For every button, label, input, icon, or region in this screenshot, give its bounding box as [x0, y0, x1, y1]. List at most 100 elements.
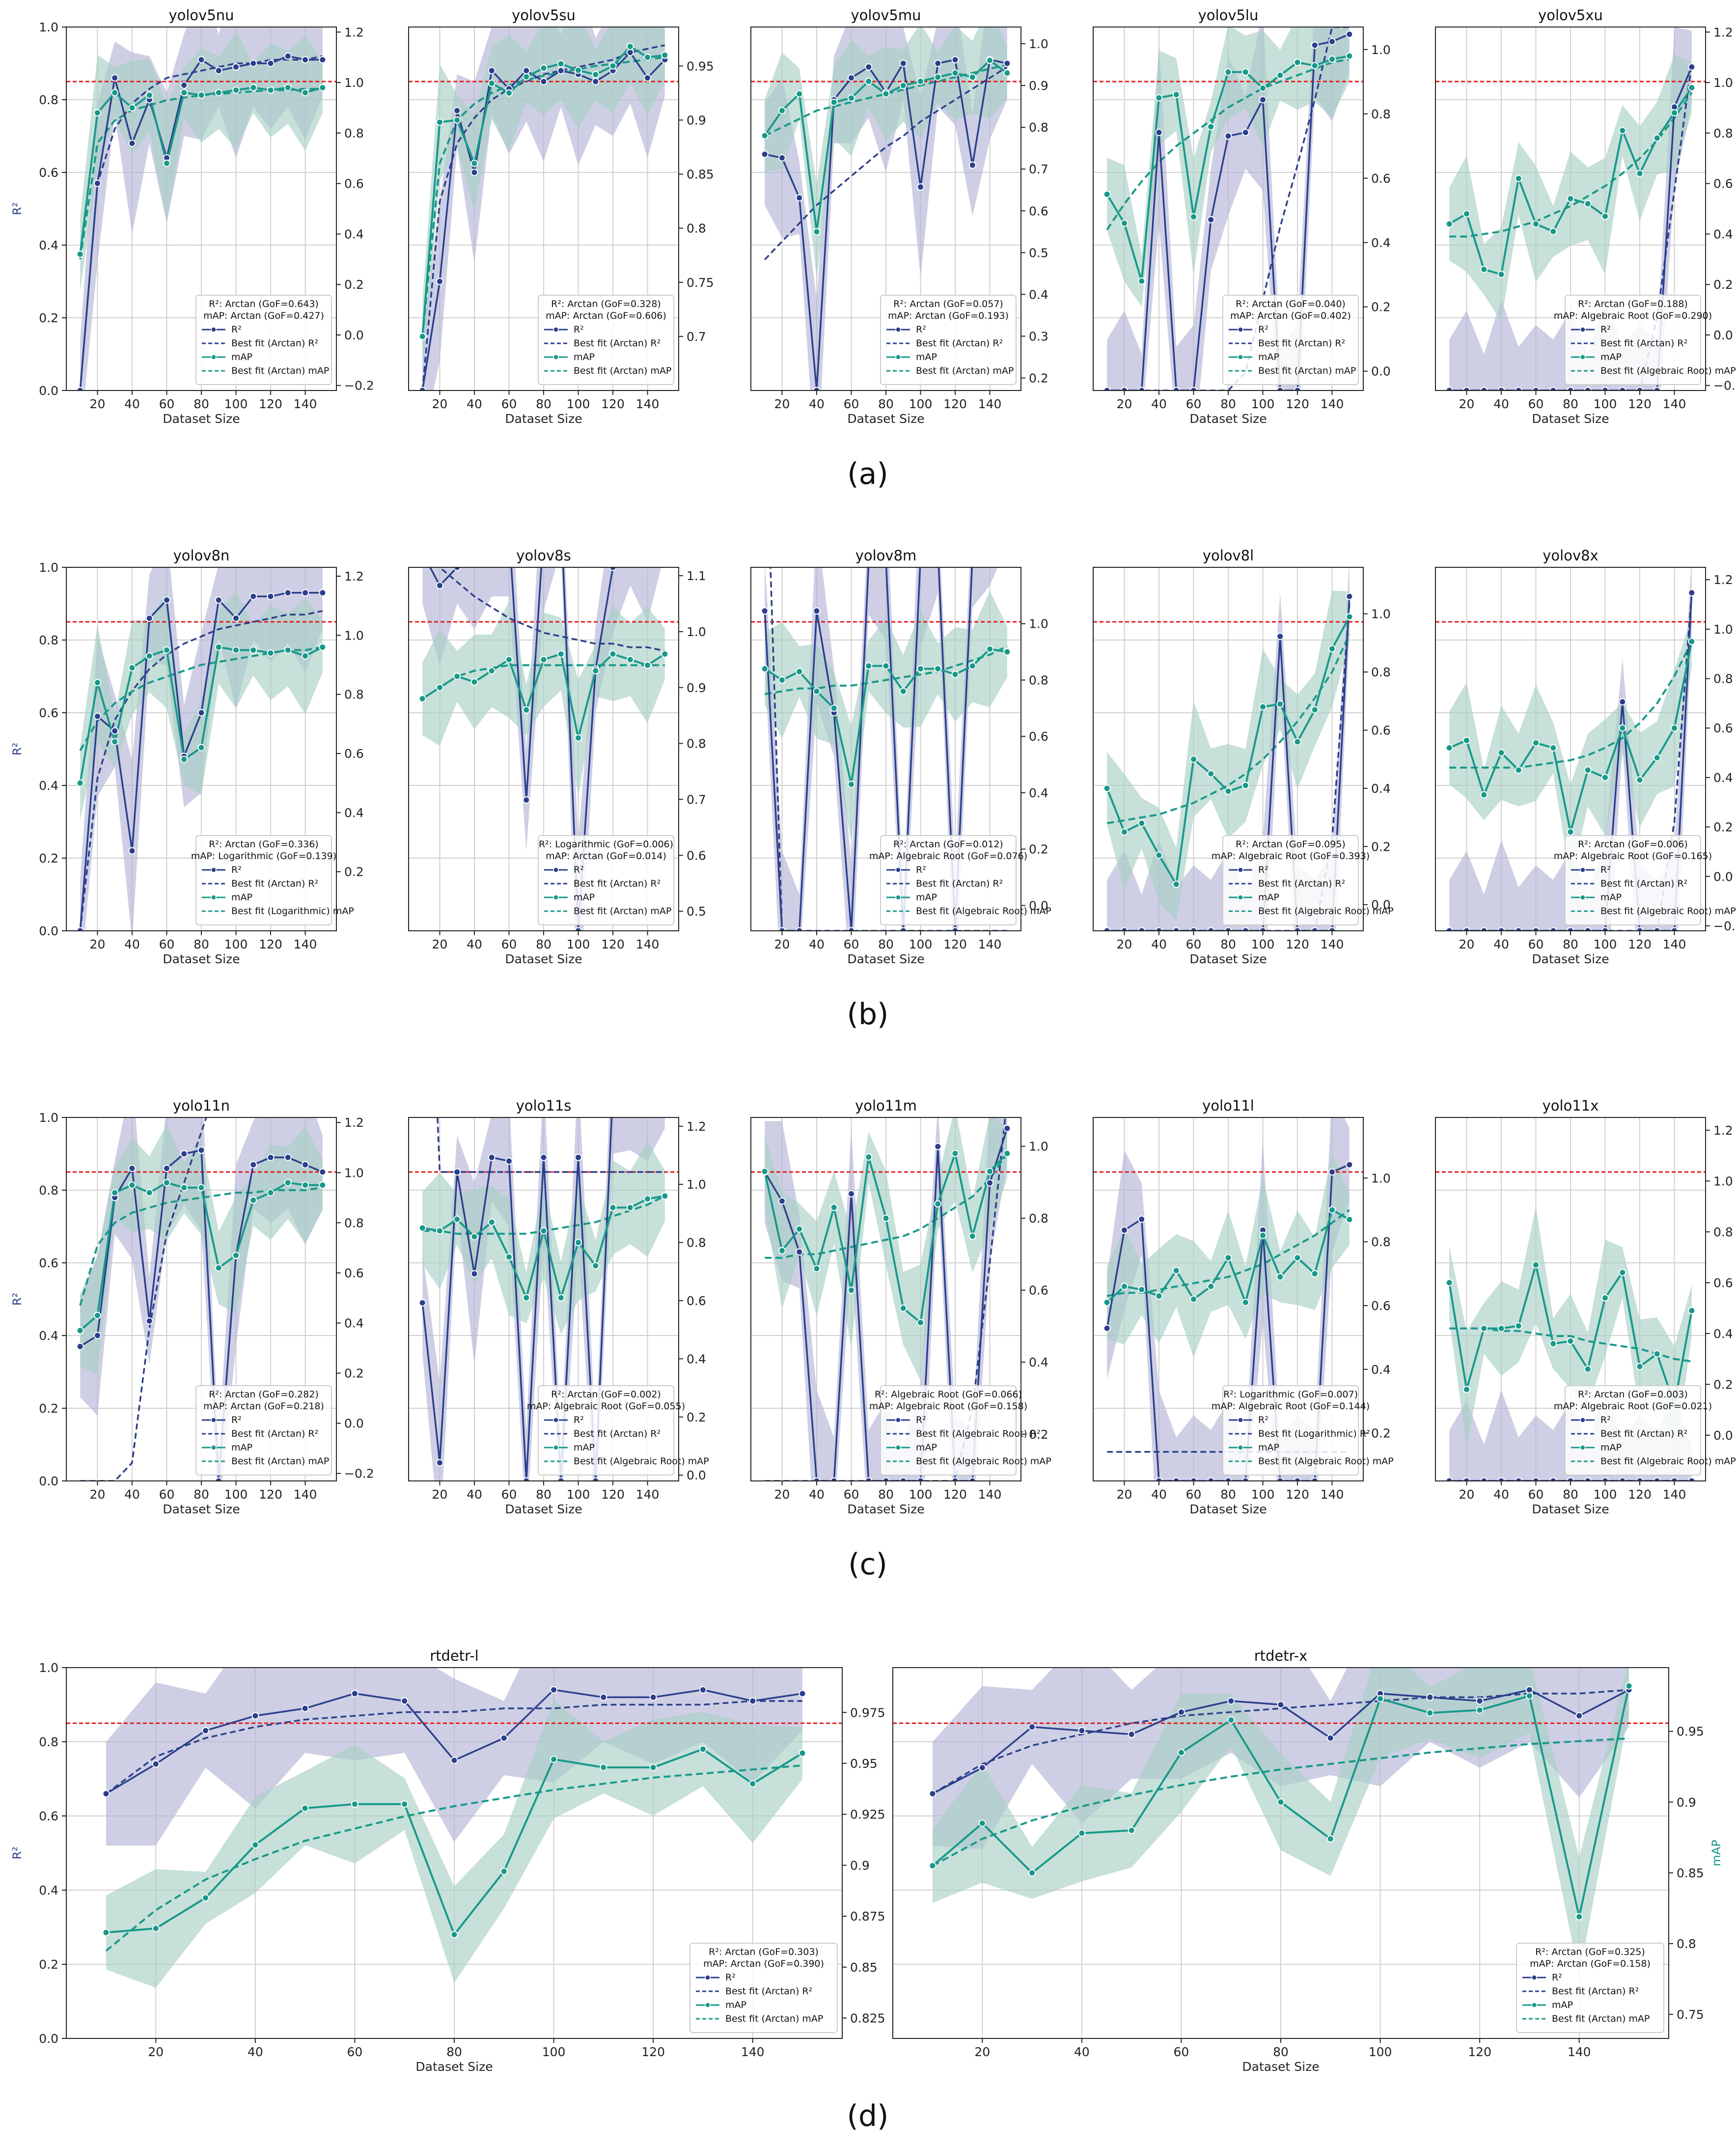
y2-tick-label: 0.6 [344, 177, 364, 191]
r2-point [540, 1153, 548, 1161]
r2-best-fit-line [1107, 27, 1350, 390]
legend-map-fit-label: Best fit (Arctan) mAP [1258, 365, 1356, 376]
map-point [1138, 277, 1146, 285]
y2-tick-label: 0.8 [344, 688, 364, 702]
x-tick-label: 40 [1493, 397, 1509, 411]
plot-area [893, 1668, 1669, 1976]
r2-point [1525, 1686, 1533, 1694]
legend-map-marker [553, 894, 559, 900]
r2-point [761, 607, 769, 615]
r2-point [180, 1150, 188, 1158]
map-point [1294, 58, 1301, 66]
r2-point [778, 154, 786, 162]
map-point [500, 1868, 508, 1875]
y2-tick-label: 0.9 [687, 681, 706, 695]
legend-map-fit-label: Best fit (Algebraic Root) mAP [1600, 365, 1736, 376]
r2-point [1480, 927, 1488, 931]
map-point [284, 646, 292, 654]
y2-tick-label: 1.2 [687, 1119, 706, 1134]
legend-map-fit-label: Best fit (Arctan) mAP [1552, 2013, 1650, 2024]
r2-point [778, 1197, 786, 1205]
legend-r2-marker [1238, 867, 1243, 873]
x-tick-label: 80 [878, 1487, 894, 1502]
map-point [1155, 94, 1163, 102]
map-point [934, 665, 942, 673]
x-axis-label: Dataset Size [1189, 1502, 1267, 1516]
map-point [232, 646, 240, 654]
r2-point [987, 502, 993, 509]
r2-point [1294, 1477, 1301, 1481]
y2-tick-label: 0.8 [1713, 672, 1733, 686]
legend: R²: Arctan (GoF=0.040)mAP: Arctan (GoF=0… [1222, 295, 1359, 385]
r2-best-fit-line [80, 1117, 207, 1481]
x-tick-label: 120 [1286, 937, 1309, 951]
map-point [76, 251, 84, 258]
y-tick-label: 0.2 [39, 1401, 58, 1416]
r2-point [453, 567, 461, 571]
map-point [197, 91, 205, 99]
map-point [799, 1749, 806, 1757]
panel-label: (d) [847, 2099, 889, 2133]
map-point [978, 1819, 986, 1827]
map-point [1497, 1325, 1505, 1333]
legend: R²: Arctan (GoF=0.006)mAP: Algebraic Roo… [1554, 835, 1736, 925]
map-point [1462, 736, 1470, 744]
legend-map-fit-label: Best fit (Arctan) mAP [574, 906, 671, 917]
r2-point [302, 56, 309, 64]
y2-tick-label: 0.6 [687, 1294, 706, 1308]
r2-point [1155, 1477, 1163, 1481]
legend-r2-label: R² [1258, 1415, 1268, 1425]
legend-r2-marker [895, 327, 901, 333]
y-tick-label: 0.2 [39, 311, 58, 325]
r2-point [1241, 129, 1249, 137]
r2-point [1584, 927, 1592, 931]
map-point [232, 1252, 240, 1259]
map-point [302, 1181, 309, 1189]
map-point [1103, 784, 1111, 792]
r2-point [934, 59, 942, 67]
map-point [284, 1179, 292, 1187]
y2-tick-label: 0.4 [1371, 1363, 1391, 1377]
map-point [1625, 1682, 1633, 1690]
subplot-yolo11l: 20 40 60 80 100 120 140 Dataset Size 0.2 0.4 0.6 0.… [1093, 1097, 1394, 1516]
legend-r2-marker [211, 327, 217, 333]
map-point [1636, 776, 1644, 784]
y-tick-label: 1.0 [39, 1661, 58, 1675]
r2-point [1003, 1124, 1011, 1132]
map-point [1601, 212, 1609, 220]
r2-point [1584, 387, 1592, 390]
r2-point [215, 67, 222, 75]
legend-map-marker [211, 1445, 217, 1450]
map-best-fit-line [1106, 634, 1350, 824]
y2-tick-label: 0.4 [1029, 786, 1048, 800]
map-point [986, 645, 994, 653]
x-axis-label: Dataset Size [163, 952, 240, 966]
map-point [1259, 703, 1267, 711]
y2-tick-label: 1.2 [344, 25, 364, 39]
map-point [934, 73, 942, 81]
r2-point [1462, 1477, 1470, 1481]
x-tick-label: 60 [1186, 397, 1202, 411]
x-tick-label: 20 [90, 397, 106, 411]
map-point [1103, 191, 1111, 198]
legend-r2-fit-label: Best fit (Arctan) R² [231, 878, 318, 889]
r2-point [489, 550, 495, 556]
r2-point [557, 1477, 565, 1481]
map-point [128, 1181, 136, 1189]
r2-point [575, 927, 582, 931]
map-best-fit-line [421, 56, 665, 337]
x-tick-label: 140 [294, 397, 317, 411]
r2-point [251, 1712, 259, 1720]
panel-label: (a) [847, 457, 888, 491]
x-tick-label: 80 [536, 937, 551, 951]
x-tick-label: 60 [501, 1487, 517, 1502]
r2-point [1671, 1477, 1679, 1481]
legend-r2-fit-label: Best fit (Arctan) R² [1258, 878, 1345, 889]
r2-point [1277, 1701, 1285, 1708]
x-tick-label: 20 [432, 1487, 448, 1502]
map-point [163, 1179, 170, 1187]
r2-point [899, 927, 907, 931]
map-best-fit-line [79, 1186, 323, 1306]
map-point [1128, 1826, 1135, 1834]
y2-tick-label: 0.8 [1371, 1235, 1391, 1249]
